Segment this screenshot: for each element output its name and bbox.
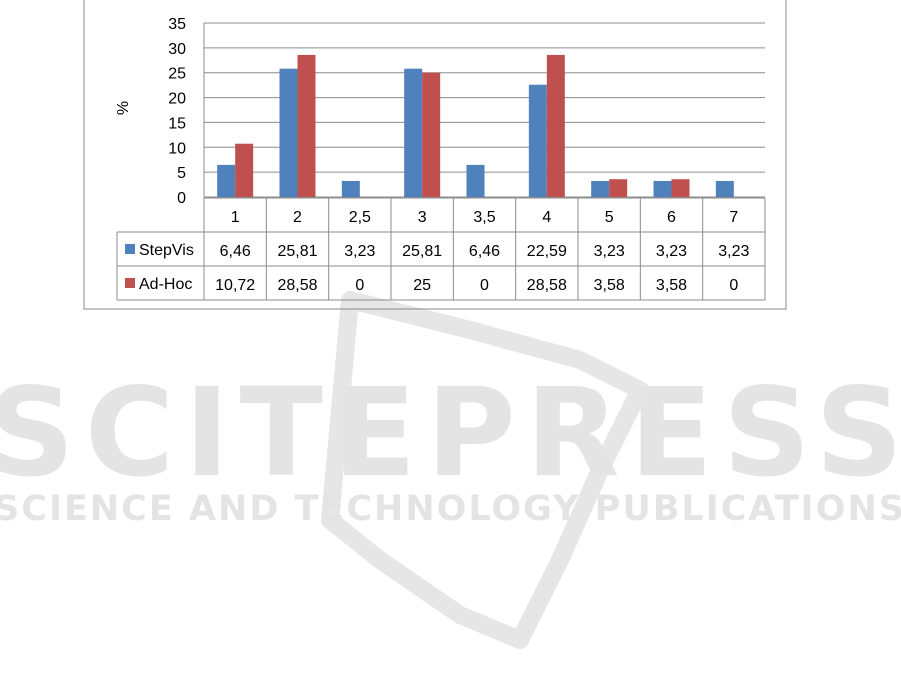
- y-tick-label: 0: [177, 190, 186, 207]
- bar-ad-hoc-2: [297, 54, 316, 198]
- data-table: 1 2 2,5 3 3,5 4 5 6 7 StepVis 6,46 25,81 3,23 25,81 6,…: [116, 197, 766, 301]
- bar-stepvis-6: [653, 180, 672, 197]
- x-tick-label: 1: [231, 209, 240, 226]
- legend-swatch-stepvis: [125, 244, 135, 254]
- data-label-stepvis: 3,23: [344, 243, 375, 260]
- data-label-ad-hoc: 0: [729, 277, 738, 294]
- data-label-ad-hoc: 0: [480, 277, 489, 294]
- watermark-title: SCITEPRESS: [0, 362, 901, 504]
- legend-label-ad-hoc: Ad-Hoc: [139, 276, 192, 293]
- legend-swatch-ad-hoc: [125, 278, 135, 288]
- data-label-stepvis: 3,23: [718, 243, 749, 260]
- y-axis-label: %: [115, 101, 132, 115]
- bar-ad-hoc-1: [235, 143, 254, 197]
- legend-label-stepvis: StepVis: [139, 242, 194, 259]
- data-label-stepvis: 6,46: [469, 243, 500, 260]
- y-tick-label: 25: [168, 66, 186, 83]
- bar-ad-hoc-4: [546, 54, 565, 198]
- watermark-book-icon: [321, 291, 649, 649]
- data-label-ad-hoc: 28,58: [527, 277, 567, 294]
- y-tick-label: 30: [168, 41, 186, 58]
- x-tick-label: 5: [605, 209, 614, 226]
- bar-stepvis-3,5: [466, 164, 485, 197]
- data-label-stepvis: 3,23: [656, 243, 687, 260]
- bar-stepvis-4: [528, 84, 547, 197]
- bar-stepvis-3: [404, 68, 423, 197]
- bar-ad-hoc-5: [609, 179, 628, 197]
- bar-ad-hoc-6: [671, 179, 690, 197]
- y-tick-label: 35: [168, 16, 186, 33]
- x-tick-label: 2: [293, 209, 302, 226]
- bar-stepvis-2,5: [341, 180, 360, 197]
- y-axis-tick-labels: 0 5 10 15 20 25 30 35: [168, 16, 186, 207]
- x-tick-label: 7: [729, 209, 738, 226]
- bar-stepvis-5: [591, 180, 610, 197]
- data-label-stepvis: 22,59: [527, 243, 567, 260]
- data-label-ad-hoc: 28,58: [277, 277, 317, 294]
- data-label-stepvis: 3,23: [594, 243, 625, 260]
- x-tick-label: 4: [542, 209, 551, 226]
- bar-stepvis-1: [217, 164, 236, 197]
- y-tick-label: 15: [168, 115, 186, 132]
- data-label-ad-hoc: 3,58: [594, 277, 625, 294]
- data-label-stepvis: 25,81: [402, 243, 442, 260]
- chart-frame: [83, 0, 787, 310]
- data-label-stepvis: 25,81: [277, 243, 317, 260]
- x-tick-label: 3,5: [473, 209, 495, 226]
- y-tick-label: 5: [177, 165, 186, 182]
- bar-ad-hoc-3: [422, 72, 441, 197]
- bar-stepvis-7: [715, 180, 734, 197]
- data-label-ad-hoc: 25: [413, 277, 431, 294]
- x-tick-label: 3: [418, 209, 427, 226]
- data-label-ad-hoc: 0: [355, 277, 364, 294]
- bars: [217, 54, 734, 198]
- data-label-stepvis: 6,46: [220, 243, 251, 260]
- x-tick-label: 2,5: [349, 209, 371, 226]
- y-tick-label: 10: [168, 140, 186, 157]
- watermark: SCITEPRESS SCIENCE AND TECHNOLOGY PUBLIC…: [0, 291, 901, 649]
- watermark-subtitle: SCIENCE AND TECHNOLOGY PUBLICATIONS: [0, 489, 901, 529]
- data-label-ad-hoc: 10,72: [215, 277, 255, 294]
- data-label-ad-hoc: 3,58: [656, 277, 687, 294]
- bar-stepvis-2: [279, 68, 298, 197]
- x-tick-label: 6: [667, 209, 676, 226]
- y-tick-label: 20: [168, 91, 186, 108]
